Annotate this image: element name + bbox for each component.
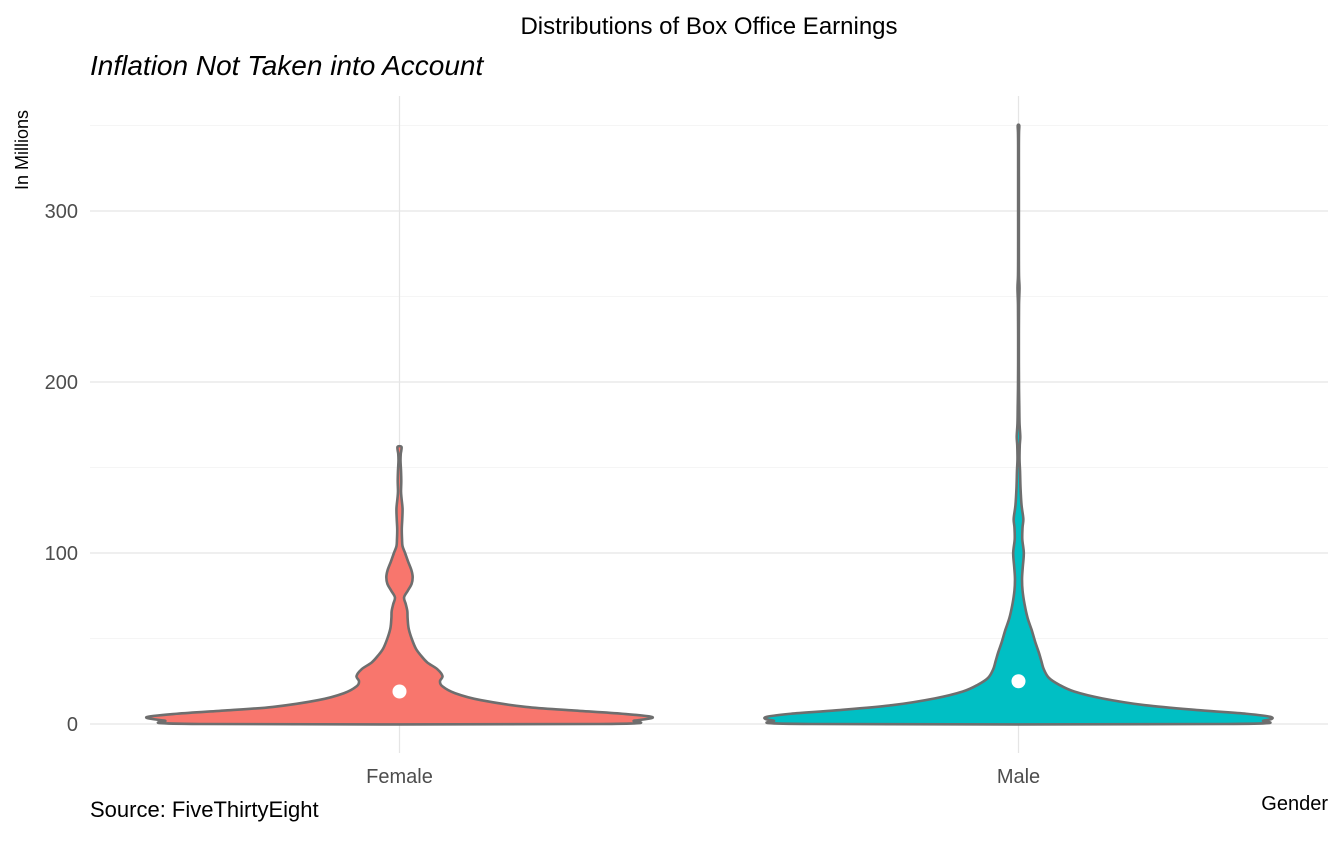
median-point-female [392, 684, 407, 699]
y-tick-label: 0 [67, 714, 78, 736]
y-tick-label: 300 [45, 201, 78, 223]
violin-layer [144, 123, 1274, 726]
median-point-male [1011, 674, 1026, 689]
x-axis-label: Gender [1261, 793, 1328, 815]
y-tick-label: 200 [45, 372, 78, 394]
chart-subtitle: Inflation Not Taken into Account [90, 50, 485, 81]
violin-male [763, 123, 1274, 726]
tick-layer: 0 100 200 300 Female Male [45, 201, 1041, 788]
chart-caption: Source: FiveThirtyEight [90, 797, 319, 822]
x-tick-label: Male [997, 766, 1040, 788]
grid-layer [90, 96, 1328, 753]
chart-title: Distributions of Box Office Earnings [520, 13, 897, 40]
y-tick-label: 100 [45, 543, 78, 565]
violin-female [144, 444, 655, 726]
y-axis-label: In Millions [12, 110, 32, 190]
x-tick-label: Female [366, 766, 433, 788]
